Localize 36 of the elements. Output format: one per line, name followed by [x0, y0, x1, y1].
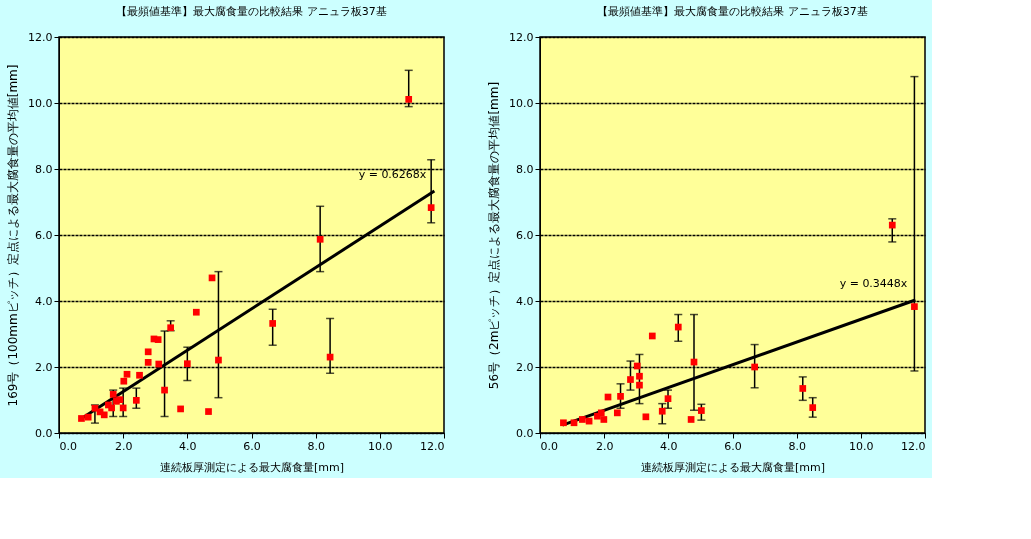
x-tick-label: 2.0: [595, 439, 614, 453]
y-tick-label: 10.0: [509, 96, 534, 110]
y-axis-title: 169号（100mmピッチ）定点による最大腐食量の平均値[mm]: [6, 64, 21, 407]
x-axis-title: 連続板厚測定による最大腐食量[mm]: [640, 460, 826, 474]
x-tick-label: 8.0: [307, 439, 325, 453]
y-tick-label: 4.0: [35, 294, 53, 308]
chart-title: 【最頻値基準】最大腐食量の比較結果 アニュラ板37基: [597, 5, 868, 18]
y-tick-label: 12.0: [509, 30, 534, 44]
x-tick-label: 6.0: [243, 439, 261, 453]
y-tick-label: 2.0: [516, 360, 534, 374]
y-tick-label: 2.0: [35, 360, 53, 374]
x-tick-label: 4.0: [660, 439, 678, 453]
x-tick-label: 6.0: [724, 439, 742, 453]
y-tick-label: 0.0: [516, 426, 534, 440]
x-tick-label: 12.0: [901, 439, 926, 453]
y-tick-label: 10.0: [28, 96, 53, 110]
x-tick-label: 2.0: [114, 439, 133, 453]
x-axis-title: 連続板厚測定による最大腐食量[mm]: [159, 460, 345, 474]
y-tick-label: 6.0: [35, 228, 53, 242]
annotation: y = 0.3448x: [839, 277, 908, 291]
y-tick-label: 12.0: [28, 30, 53, 44]
y-tick-label: 8.0: [516, 162, 534, 176]
x-tick-label: 10.0: [849, 439, 874, 453]
y-tick-label: 0.0: [35, 426, 53, 440]
y-tick-label: 8.0: [35, 162, 53, 176]
x-tick-label: 0.0: [59, 439, 77, 453]
annotation: y = 0.6268x: [358, 168, 427, 182]
chart-title: 【最頻値基準】最大腐食量の比較結果 アニュラ板37基: [116, 5, 387, 18]
x-tick-label: 0.0: [540, 439, 558, 453]
y-tick-label: 6.0: [516, 228, 534, 242]
x-tick-label: 4.0: [179, 439, 197, 453]
x-tick-label: 12.0: [420, 439, 445, 453]
x-tick-label: 10.0: [368, 439, 393, 453]
y-tick-label: 4.0: [516, 294, 534, 308]
y-axis-title: 56号（2mピッチ）定点による最大腐食量の平均値[mm]: [487, 81, 502, 390]
x-tick-label: 8.0: [788, 439, 806, 453]
